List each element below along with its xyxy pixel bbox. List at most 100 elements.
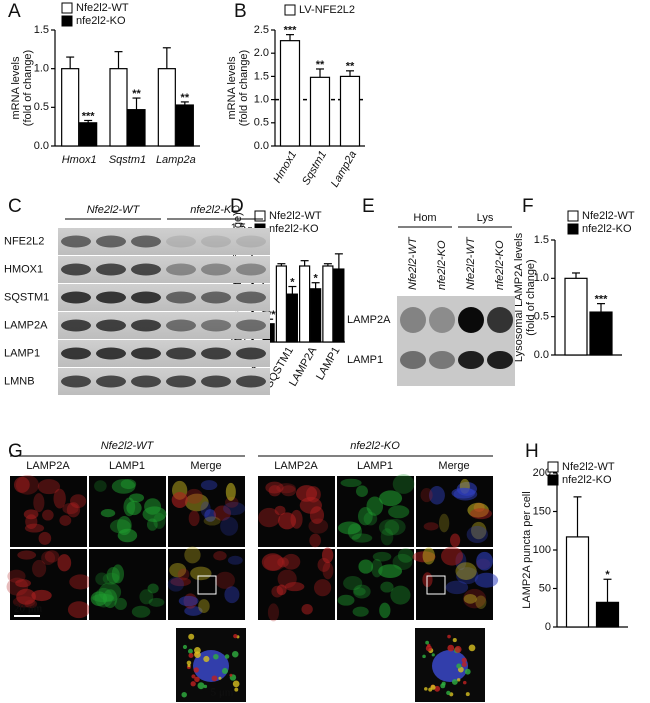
- cell-signal: [353, 587, 366, 596]
- cell-signal: [42, 509, 54, 521]
- x-tick-label: Hmox1: [62, 154, 97, 166]
- cell-signal: [178, 595, 199, 607]
- bar: [79, 122, 98, 147]
- y-tick-label: 0.0: [254, 140, 269, 152]
- legend-label: nfe2l2-KO: [562, 474, 612, 486]
- cell-signal: [220, 516, 239, 536]
- panel-label: G: [8, 441, 23, 462]
- blot-band: [201, 347, 231, 360]
- channel-label: Merge: [190, 460, 221, 472]
- bar: [333, 268, 345, 343]
- inset-punctum: [187, 648, 193, 654]
- cell-signal: [142, 506, 167, 522]
- cell-signal: [225, 482, 236, 501]
- panel-label: B: [234, 1, 247, 22]
- legend-swatch: [61, 2, 73, 14]
- inset-punctum: [451, 679, 458, 685]
- cell-signal: [169, 562, 187, 578]
- cell-signal: [378, 519, 400, 536]
- bar: [286, 293, 298, 343]
- cell-signal: [185, 493, 209, 512]
- cell-signal: [100, 509, 116, 518]
- cell-signal: [188, 510, 200, 527]
- inset-punctum: [218, 676, 222, 680]
- cell-signal: [198, 599, 210, 614]
- bar: [322, 265, 334, 343]
- inset-punctum: [424, 687, 428, 691]
- cell-signal: [223, 501, 246, 516]
- y-tick-label: 1.0: [254, 94, 269, 106]
- inset-punctum: [194, 651, 201, 659]
- cell-signal: [322, 561, 334, 580]
- inset-punctum: [454, 645, 462, 653]
- cell-signal: [94, 587, 113, 608]
- cell-signal: [66, 502, 81, 518]
- cell-signal: [70, 494, 87, 509]
- cell-signal: [117, 528, 138, 543]
- blot-row-label: NFE2L2: [4, 235, 44, 247]
- cell-signal: [53, 488, 66, 509]
- inset-punctum: [464, 668, 471, 675]
- cell-signal: [57, 554, 72, 572]
- significance: **: [181, 92, 190, 104]
- cell-signal: [171, 491, 188, 509]
- blot-strip: [58, 368, 270, 395]
- significance: *: [313, 273, 318, 285]
- inset-punctum: [468, 644, 476, 652]
- blot-band: [96, 235, 126, 248]
- cell-signal: [33, 493, 45, 513]
- inset-punctum: [425, 645, 432, 652]
- inset-punctum: [447, 644, 455, 652]
- y-tick-label: 1.5: [254, 70, 269, 82]
- bar: [339, 75, 361, 147]
- blot-strip: [58, 284, 270, 311]
- cell-signal: [224, 586, 240, 604]
- cell-signal: [309, 506, 325, 524]
- blot-band: [236, 347, 266, 360]
- cell-signal: [167, 577, 184, 592]
- scale-bar-label: 20 μm: [14, 603, 43, 615]
- cell-signal: [379, 490, 403, 507]
- imaging-group: Nfe2l2-WT: [101, 440, 155, 452]
- y-tick-label: 0.0: [34, 140, 49, 152]
- cell-signal: [438, 513, 450, 533]
- cell-signal: [284, 582, 305, 592]
- y-tick-label: 50: [539, 582, 551, 594]
- imaging-group: nfe2l2-KO: [350, 440, 400, 452]
- cell-signal: [190, 566, 212, 581]
- cell-signal: [456, 567, 479, 585]
- cell-signal: [372, 551, 392, 562]
- inset-punctum: [422, 654, 426, 659]
- legend-label: Nfe2l2-WT: [269, 210, 322, 222]
- significance: **: [316, 59, 325, 71]
- cell-signal: [170, 577, 192, 587]
- cell-signal: [296, 485, 318, 502]
- cell-signal: [44, 550, 60, 563]
- cell-signal: [358, 559, 374, 574]
- inset-punctum: [461, 657, 467, 663]
- cell-signal: [213, 551, 227, 561]
- y-tick-label: 2.5: [254, 24, 269, 36]
- x-tick-label: Lamp2a: [156, 154, 196, 166]
- cell-signal: [355, 485, 368, 497]
- inset-punctum: [430, 684, 436, 690]
- inset-punctum: [181, 691, 187, 698]
- cell-signal: [470, 508, 492, 520]
- y-axis-label: LAMP2A puncta per cell: [521, 491, 533, 608]
- legend-label: Nfe2l2-WT: [562, 461, 615, 473]
- bar: [299, 265, 311, 343]
- cell-signal: [366, 496, 384, 516]
- cell-signal: [467, 502, 489, 518]
- legend-label: Nfe2l2-WT: [76, 2, 129, 14]
- blot-band: [96, 291, 126, 304]
- cell-signal: [213, 505, 231, 521]
- cell-signal: [474, 572, 499, 588]
- inset-punctum: [203, 655, 210, 663]
- inset-punctum: [456, 678, 461, 682]
- micrograph: [89, 549, 166, 620]
- bar: [157, 68, 176, 147]
- cell-signal: [455, 562, 477, 580]
- lane-label: nfe2l2-KO: [494, 240, 506, 290]
- cell-signal: [185, 488, 203, 504]
- cell-signal: [13, 476, 30, 493]
